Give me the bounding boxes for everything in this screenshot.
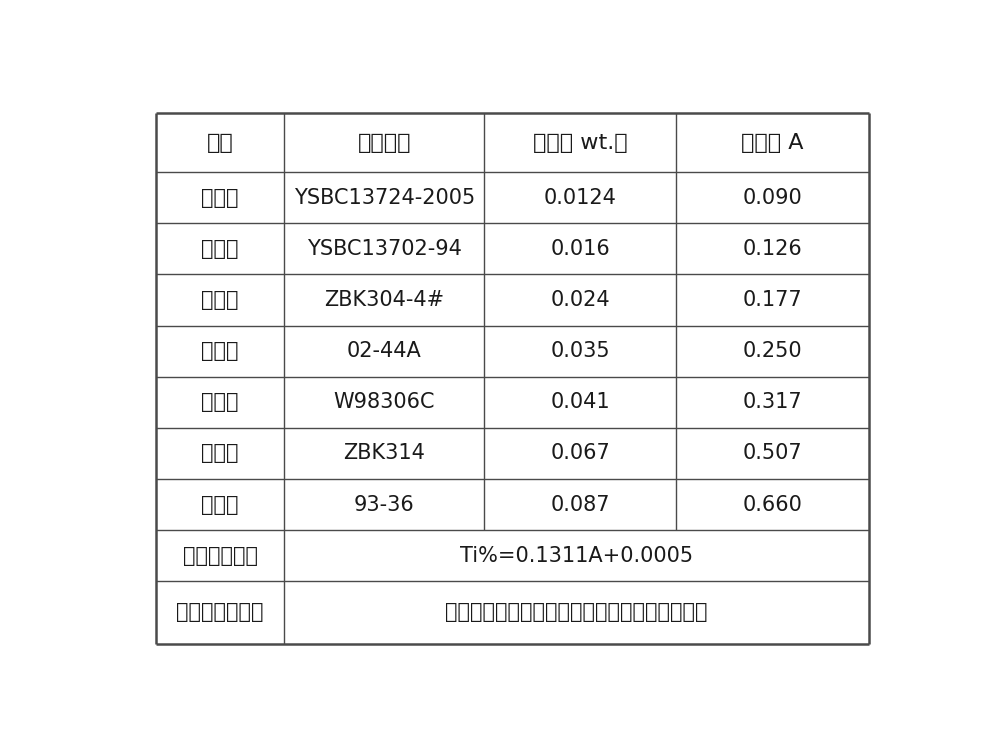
Text: 0.126: 0.126 bbox=[743, 239, 803, 259]
Text: Ti%=0.1311A+0.0005: Ti%=0.1311A+0.0005 bbox=[460, 545, 693, 565]
Text: 铁精矿: 铁精矿 bbox=[201, 188, 239, 207]
Text: 吸光度 A: 吸光度 A bbox=[741, 133, 804, 153]
Text: 标准値 wt.％: 标准値 wt.％ bbox=[533, 133, 628, 153]
Text: 将样品鑂测定的吸光度代入拟合方程中计算含量: 将样品鑂测定的吸光度代入拟合方程中计算含量 bbox=[445, 602, 708, 622]
Text: 拟合线性方程: 拟合线性方程 bbox=[183, 545, 258, 565]
Text: YSBC13702-94: YSBC13702-94 bbox=[307, 239, 462, 259]
Text: 磁铁矿: 磁铁矿 bbox=[201, 341, 239, 361]
Text: 0.507: 0.507 bbox=[743, 443, 803, 464]
Text: 02-44A: 02-44A bbox=[347, 341, 422, 361]
Text: ZBK314: ZBK314 bbox=[343, 443, 425, 464]
Text: 0.067: 0.067 bbox=[550, 443, 610, 464]
Text: 0.087: 0.087 bbox=[550, 494, 610, 515]
Text: 0.177: 0.177 bbox=[743, 290, 803, 310]
Text: 烧结矿: 烧结矿 bbox=[201, 443, 239, 464]
Text: ZBK304-4#: ZBK304-4# bbox=[324, 290, 444, 310]
Text: 类别: 类别 bbox=[207, 133, 234, 153]
Text: 铁精粉: 铁精粉 bbox=[201, 290, 239, 310]
Text: 烧结矿: 烧结矿 bbox=[201, 392, 239, 412]
Text: W98306C: W98306C bbox=[333, 392, 435, 412]
Text: 0.0124: 0.0124 bbox=[544, 188, 617, 207]
Text: 赤铁矿: 赤铁矿 bbox=[201, 494, 239, 515]
Text: 0.024: 0.024 bbox=[550, 290, 610, 310]
Text: 0.016: 0.016 bbox=[550, 239, 610, 259]
Text: 93-36: 93-36 bbox=[354, 494, 415, 515]
Text: 0.035: 0.035 bbox=[550, 341, 610, 361]
Text: 0.250: 0.250 bbox=[743, 341, 803, 361]
Text: YSBC13724-2005: YSBC13724-2005 bbox=[294, 188, 475, 207]
Text: 样品鑂含量计算: 样品鑂含量计算 bbox=[176, 602, 264, 622]
Text: 球团矿: 球团矿 bbox=[201, 239, 239, 259]
Text: 0.090: 0.090 bbox=[743, 188, 803, 207]
Text: 0.660: 0.660 bbox=[743, 494, 803, 515]
Text: 0.041: 0.041 bbox=[550, 392, 610, 412]
Text: 0.317: 0.317 bbox=[743, 392, 803, 412]
Text: 标样编号: 标样编号 bbox=[357, 133, 411, 153]
